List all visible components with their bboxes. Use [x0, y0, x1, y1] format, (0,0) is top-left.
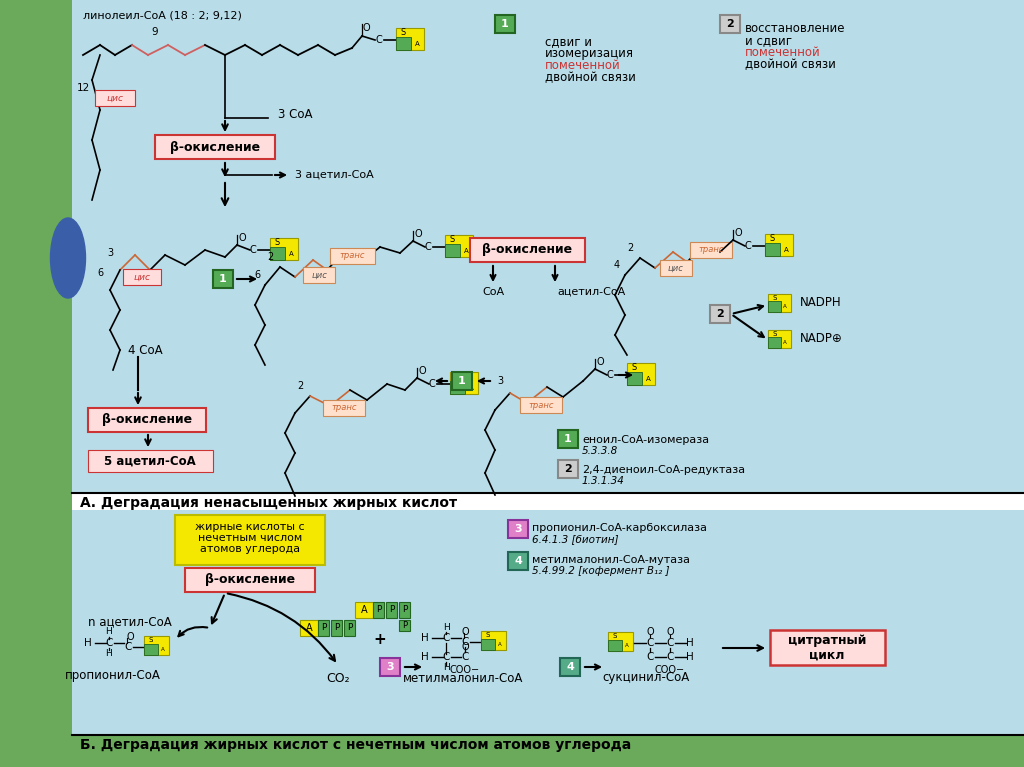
Text: C: C [442, 633, 450, 643]
Text: 5 ацетил-CoA: 5 ацетил-CoA [104, 455, 196, 468]
Text: NADP⊕: NADP⊕ [800, 331, 843, 344]
Text: O: O [126, 632, 134, 642]
Text: помеченной: помеченной [745, 46, 821, 59]
Text: двойной связи: двойной связи [745, 58, 836, 71]
FancyBboxPatch shape [144, 636, 169, 655]
FancyBboxPatch shape [470, 238, 585, 262]
FancyBboxPatch shape [481, 631, 506, 650]
Text: S: S [455, 372, 460, 381]
Text: O: O [596, 357, 604, 367]
Text: 2: 2 [627, 243, 633, 253]
Text: S: S [772, 331, 776, 337]
Text: +: + [374, 633, 386, 647]
FancyBboxPatch shape [330, 248, 375, 264]
FancyBboxPatch shape [452, 372, 472, 390]
Text: 3 ацетил-CoA: 3 ацетил-CoA [295, 170, 374, 180]
Text: H: H [686, 638, 694, 648]
Text: цис: цис [133, 272, 151, 281]
Text: жирные кислоты с: жирные кислоты с [196, 522, 305, 532]
Text: A: A [645, 376, 650, 382]
Text: C: C [442, 652, 450, 662]
Ellipse shape [50, 218, 85, 298]
FancyBboxPatch shape [399, 620, 410, 631]
FancyBboxPatch shape [660, 260, 692, 276]
Text: пропионил-CoA: пропионил-CoA [66, 669, 161, 682]
FancyBboxPatch shape [508, 552, 528, 570]
Text: P: P [347, 624, 352, 633]
Text: O: O [734, 228, 741, 238]
Text: метилмалонил-CoA-мутаза: метилмалонил-CoA-мутаза [532, 555, 690, 565]
Text: S: S [401, 28, 407, 38]
Text: 3: 3 [386, 662, 394, 672]
Text: 12: 12 [77, 83, 90, 93]
FancyBboxPatch shape [558, 430, 578, 448]
Text: атомов углерода: атомов углерода [200, 544, 300, 554]
Text: 9: 9 [152, 27, 159, 37]
Text: O: O [418, 366, 426, 376]
Text: n ацетил-CoA: n ацетил-CoA [88, 615, 172, 628]
Text: O: O [239, 233, 246, 243]
Text: β-окисление: β-окисление [102, 413, 193, 426]
Text: метилмалонил-CoA: метилмалонил-CoA [402, 671, 523, 684]
Text: O: O [667, 627, 674, 637]
Text: H: H [421, 633, 429, 643]
Text: C: C [646, 638, 653, 648]
Text: O: O [362, 23, 370, 33]
FancyBboxPatch shape [185, 568, 315, 592]
Text: транс: транс [698, 245, 724, 255]
Text: A: A [783, 247, 788, 253]
FancyBboxPatch shape [495, 15, 515, 33]
FancyBboxPatch shape [558, 460, 578, 478]
Text: и сдвиг: и сдвиг [745, 34, 792, 47]
FancyBboxPatch shape [318, 620, 329, 636]
FancyBboxPatch shape [768, 294, 791, 312]
Text: S: S [148, 637, 153, 644]
FancyBboxPatch shape [481, 639, 495, 650]
Text: 3: 3 [106, 248, 113, 258]
Text: цитратный
цикл: цитратный цикл [787, 634, 866, 662]
Text: P: P [389, 605, 394, 614]
Text: 2,4-диеноил-CoA-редуктаза: 2,4-диеноил-CoA-редуктаза [582, 465, 745, 475]
Text: P: P [334, 624, 339, 633]
Text: COO−: COO− [450, 665, 480, 675]
Text: цис: цис [106, 94, 124, 103]
Text: транс: транс [528, 400, 554, 410]
Text: S: S [485, 632, 489, 638]
Text: 1: 1 [564, 434, 571, 444]
Text: P: P [321, 624, 327, 633]
Text: CoA: CoA [482, 287, 504, 297]
Text: C: C [744, 241, 752, 251]
Text: 4: 4 [614, 260, 621, 270]
Text: S: S [632, 364, 637, 372]
Text: C: C [462, 652, 469, 662]
Text: 1: 1 [219, 274, 227, 284]
Text: Б. Деградация жирных кислот с нечетным числом атомов углерода: Б. Деградация жирных кислот с нечетным ч… [80, 738, 631, 752]
Text: 2: 2 [267, 252, 273, 262]
FancyBboxPatch shape [270, 238, 298, 260]
Text: A: A [415, 41, 420, 47]
Text: A: A [306, 623, 312, 633]
Text: 4: 4 [514, 556, 522, 566]
FancyBboxPatch shape [155, 135, 275, 159]
Text: O: O [461, 642, 469, 652]
Text: 2: 2 [716, 309, 724, 319]
FancyBboxPatch shape [768, 330, 791, 348]
FancyBboxPatch shape [520, 397, 562, 413]
FancyBboxPatch shape [72, 510, 1024, 735]
Text: 1: 1 [501, 19, 509, 29]
Text: A: A [625, 644, 629, 648]
FancyBboxPatch shape [765, 234, 793, 256]
Text: помеченной: помеченной [545, 59, 621, 72]
FancyBboxPatch shape [770, 630, 885, 665]
FancyBboxPatch shape [690, 242, 732, 258]
FancyBboxPatch shape [355, 602, 373, 618]
Text: двойной связи: двойной связи [545, 71, 636, 84]
Text: S: S [772, 295, 776, 301]
Text: C: C [462, 637, 469, 647]
Text: C: C [425, 242, 431, 252]
FancyBboxPatch shape [445, 244, 461, 257]
FancyBboxPatch shape [386, 602, 397, 618]
FancyBboxPatch shape [396, 37, 412, 50]
Text: 1: 1 [458, 376, 466, 386]
